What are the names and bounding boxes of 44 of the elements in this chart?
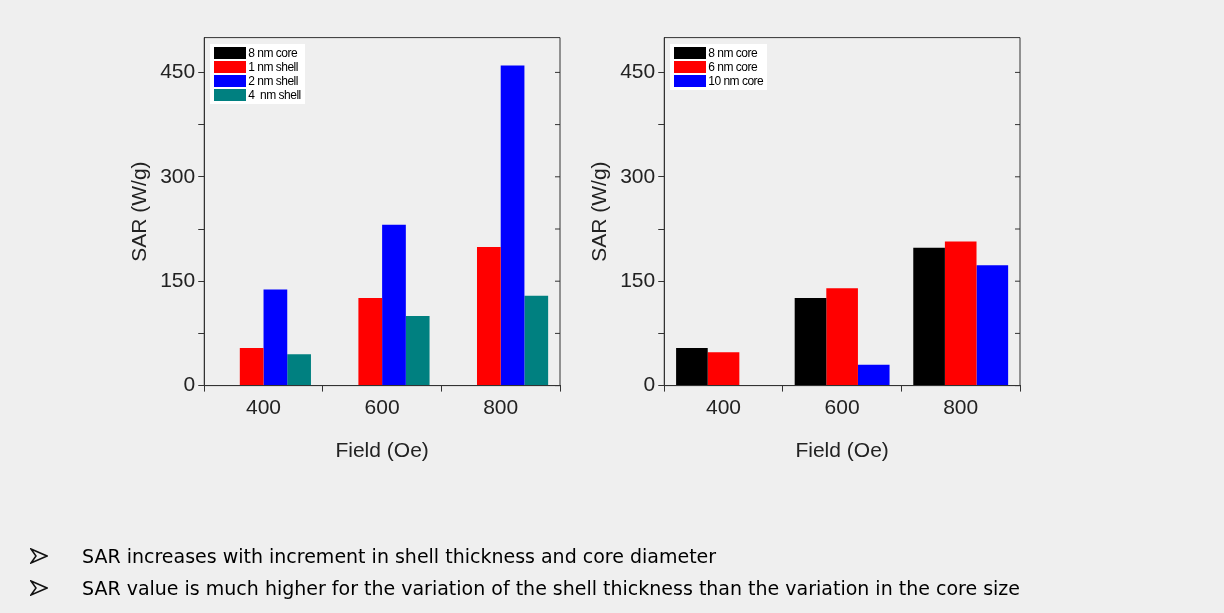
legend-label: 10 nm core bbox=[708, 73, 764, 88]
x-tick-label: 600 bbox=[824, 395, 860, 418]
x-tick-label: 800 bbox=[943, 395, 979, 418]
y-tick-label: 150 bbox=[620, 268, 656, 291]
text: SAR increases with increment in shell thickness and core diameter bbox=[82, 545, 717, 567]
x-axis-title: Field (Oe) bbox=[335, 438, 429, 462]
legend-label: 4 nm shell bbox=[248, 87, 301, 102]
bar bbox=[913, 247, 945, 386]
y-axis-title: SAR (W/g) bbox=[127, 161, 151, 262]
bar bbox=[476, 247, 501, 386]
y-axis-title: SAR (W/g) bbox=[587, 161, 611, 262]
legend-label: 2 nm shell bbox=[248, 73, 298, 88]
bar bbox=[976, 265, 1009, 386]
bar bbox=[358, 297, 383, 386]
x-axis-title: Field (Oe) bbox=[795, 438, 889, 462]
bar bbox=[524, 295, 549, 386]
legend-label: 6 nm core bbox=[708, 59, 758, 74]
bar bbox=[857, 364, 890, 386]
bar bbox=[794, 297, 827, 386]
y-tick-label: 150 bbox=[160, 268, 196, 291]
bar bbox=[826, 288, 858, 386]
bar bbox=[500, 65, 525, 386]
y-tick-label: 450 bbox=[620, 59, 656, 83]
bar bbox=[676, 348, 708, 386]
bar bbox=[239, 348, 264, 386]
y-tick-label: 0 bbox=[643, 372, 656, 396]
text: SAR value is much higher for the variation of the shell thickness than the variation in the core size bbox=[82, 577, 1020, 599]
bar bbox=[263, 289, 288, 386]
y-tick-label: 450 bbox=[160, 59, 196, 83]
legend-label: 8 nm core bbox=[708, 45, 758, 60]
y-tick-label: 300 bbox=[620, 163, 656, 187]
x-tick-label: 400 bbox=[246, 395, 282, 418]
bar bbox=[405, 316, 430, 386]
x-tick-label: 800 bbox=[483, 395, 519, 418]
bar bbox=[287, 354, 311, 386]
bar bbox=[944, 241, 977, 386]
legend-label: 8 nm core bbox=[248, 45, 298, 60]
y-tick-label: 0 bbox=[183, 372, 196, 396]
x-tick-label: 600 bbox=[364, 395, 400, 418]
bar bbox=[707, 352, 740, 386]
x-tick-label: 400 bbox=[706, 395, 742, 418]
bar bbox=[382, 224, 406, 386]
y-tick-label: 300 bbox=[160, 163, 196, 187]
legend-label: 1 nm shell bbox=[248, 59, 298, 74]
